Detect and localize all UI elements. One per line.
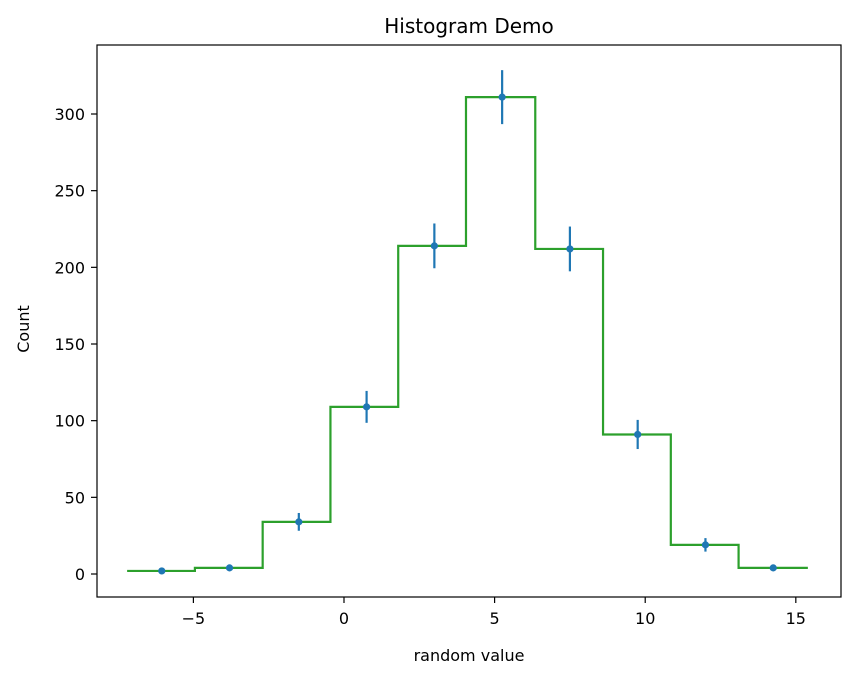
data-point [225, 564, 234, 572]
y-tick-label: 250 [54, 182, 85, 201]
data-point [769, 564, 777, 572]
x-tick-label: 15 [786, 609, 806, 628]
y-tick-label: 100 [54, 412, 85, 431]
chart-title: Histogram Demo [384, 14, 554, 38]
plot-area [127, 70, 808, 575]
y-axis-label: Count [14, 305, 33, 353]
data-point [498, 93, 506, 101]
data-point [295, 518, 303, 526]
y-tick-label: 200 [54, 258, 85, 277]
data-point [158, 567, 166, 575]
x-tick-label: 10 [635, 609, 655, 628]
y-tick-label: 50 [65, 488, 85, 507]
data-point [566, 245, 574, 253]
x-tick-label: −5 [182, 609, 206, 628]
histogram-step-line [127, 96, 808, 573]
axes-frame [96, 44, 842, 598]
data-point [362, 403, 371, 411]
y-tick-label: 0 [75, 565, 85, 584]
x-axis-label: random value [414, 646, 525, 665]
data-point [634, 430, 642, 439]
x-tick-label: 0 [339, 609, 349, 628]
data-point [430, 242, 438, 250]
y-tick-label: 150 [54, 335, 85, 354]
x-tick-label: 5 [490, 609, 500, 628]
data-point [701, 541, 710, 549]
y-tick-label: 300 [54, 105, 85, 124]
